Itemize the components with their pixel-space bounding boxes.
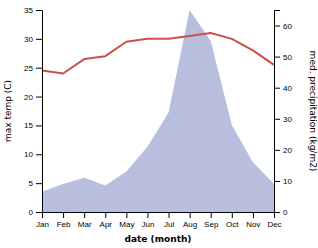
marks (42, 10, 274, 212)
tick: 25 (24, 64, 42, 73)
x-axis: Jan Feb Mar Apr May Jun Jul Aug Sep Oct Nov Dec (36, 212, 282, 229)
tick-label: 15 (24, 121, 33, 130)
tick-mark (169, 212, 170, 218)
tick: 20 (24, 93, 42, 102)
tick: 30 (24, 35, 42, 44)
tick-label: 50 (283, 53, 292, 62)
tick: Feb (57, 212, 71, 229)
tick: Oct (226, 212, 239, 229)
tick-label: May (119, 220, 134, 229)
area (42, 10, 274, 212)
tick-label: Dec (267, 220, 281, 229)
tick-mark (36, 183, 42, 184)
tick: Aug (183, 212, 197, 229)
y2-axis: 0 10 20 30 40 50 60 (274, 11, 292, 218)
tick-label: Oct (226, 220, 239, 229)
x-axis-title: date (month) (125, 234, 192, 244)
tick-mark (147, 212, 148, 218)
tick-label: 40 (283, 84, 292, 93)
tick: Jun (142, 212, 155, 229)
tick-label: 0 (283, 208, 288, 217)
tick: 60 (274, 22, 292, 31)
tick-label: Aug (183, 220, 197, 229)
tick-mark (274, 26, 280, 27)
tick-mark (274, 57, 280, 58)
tick: 5 (29, 179, 42, 188)
chart: JanFebMarAprMayJunJulAugSepOctNovDec0510… (0, 0, 318, 248)
tick-mark (274, 88, 280, 89)
tick: Apr (100, 212, 113, 229)
tick: 0 (274, 208, 288, 217)
tick-label: 5 (29, 179, 34, 188)
tick-label: Apr (100, 220, 113, 229)
tick-label: 30 (283, 115, 292, 124)
tick: 15 (24, 121, 42, 130)
axis-line (275, 11, 281, 213)
tick-label: 60 (283, 22, 292, 31)
tick-label: 10 (283, 177, 292, 186)
tick: 30 (274, 115, 292, 124)
tick-mark (232, 212, 233, 218)
tick: Jan (36, 212, 49, 229)
tick-label: Mar (78, 220, 92, 229)
tick-mark (274, 150, 280, 151)
tick-mark (274, 181, 280, 182)
tick-mark (84, 212, 85, 218)
tick-label: Jul (164, 220, 174, 229)
y2-axis-title: med. precipitation (kg/m2) (308, 51, 318, 172)
tick-label: 0 (29, 208, 34, 217)
tick-mark (274, 119, 280, 120)
plot-area: JanFebMarAprMayJunJulAugSepOctNovDec0510… (24, 6, 292, 229)
tick: Nov (246, 212, 260, 229)
tick-mark (190, 212, 191, 218)
tick: 35 (24, 6, 42, 15)
y-axis: 0 5 10 15 20 25 30 35 (24, 6, 42, 217)
tick: Dec (267, 212, 281, 229)
tick-mark (36, 212, 42, 213)
tick: 50 (274, 53, 292, 62)
tick-label: 20 (283, 146, 292, 155)
tick-mark (63, 212, 64, 218)
tick-mark (253, 212, 254, 218)
tick-mark (36, 97, 42, 98)
tick-label: Feb (57, 220, 71, 229)
tick-mark (36, 68, 42, 69)
tick-label: Jan (36, 220, 49, 229)
tick-mark (36, 154, 42, 155)
tick-label: 20 (24, 93, 33, 102)
tick-mark (36, 10, 42, 11)
tick-label: 35 (24, 6, 33, 15)
tick-mark (211, 212, 212, 218)
tick: Mar (78, 212, 92, 229)
tick-mark (126, 212, 127, 218)
tick: Jul (164, 212, 174, 229)
tick-label: Sep (204, 220, 219, 229)
tick: Sep (204, 212, 219, 229)
tick-label: Nov (246, 220, 260, 229)
line (42, 33, 274, 73)
tick-mark (274, 212, 280, 213)
tick-label: 25 (24, 64, 33, 73)
tick-label: 10 (24, 150, 33, 159)
tick: 10 (274, 177, 292, 186)
axis-line (36, 11, 43, 213)
tick: 0 (29, 208, 42, 217)
axis-line (43, 213, 275, 219)
tick: 40 (274, 84, 292, 93)
tick: May (119, 212, 134, 229)
tick-label: Jun (142, 220, 155, 229)
tick: 10 (24, 150, 42, 159)
y-axis-title: max temp (C) (3, 80, 13, 142)
tick-mark (105, 212, 106, 218)
tick-mark (36, 39, 42, 40)
tick-label: 30 (24, 35, 33, 44)
tick: 20 (274, 146, 292, 155)
tick-mark (36, 125, 42, 126)
